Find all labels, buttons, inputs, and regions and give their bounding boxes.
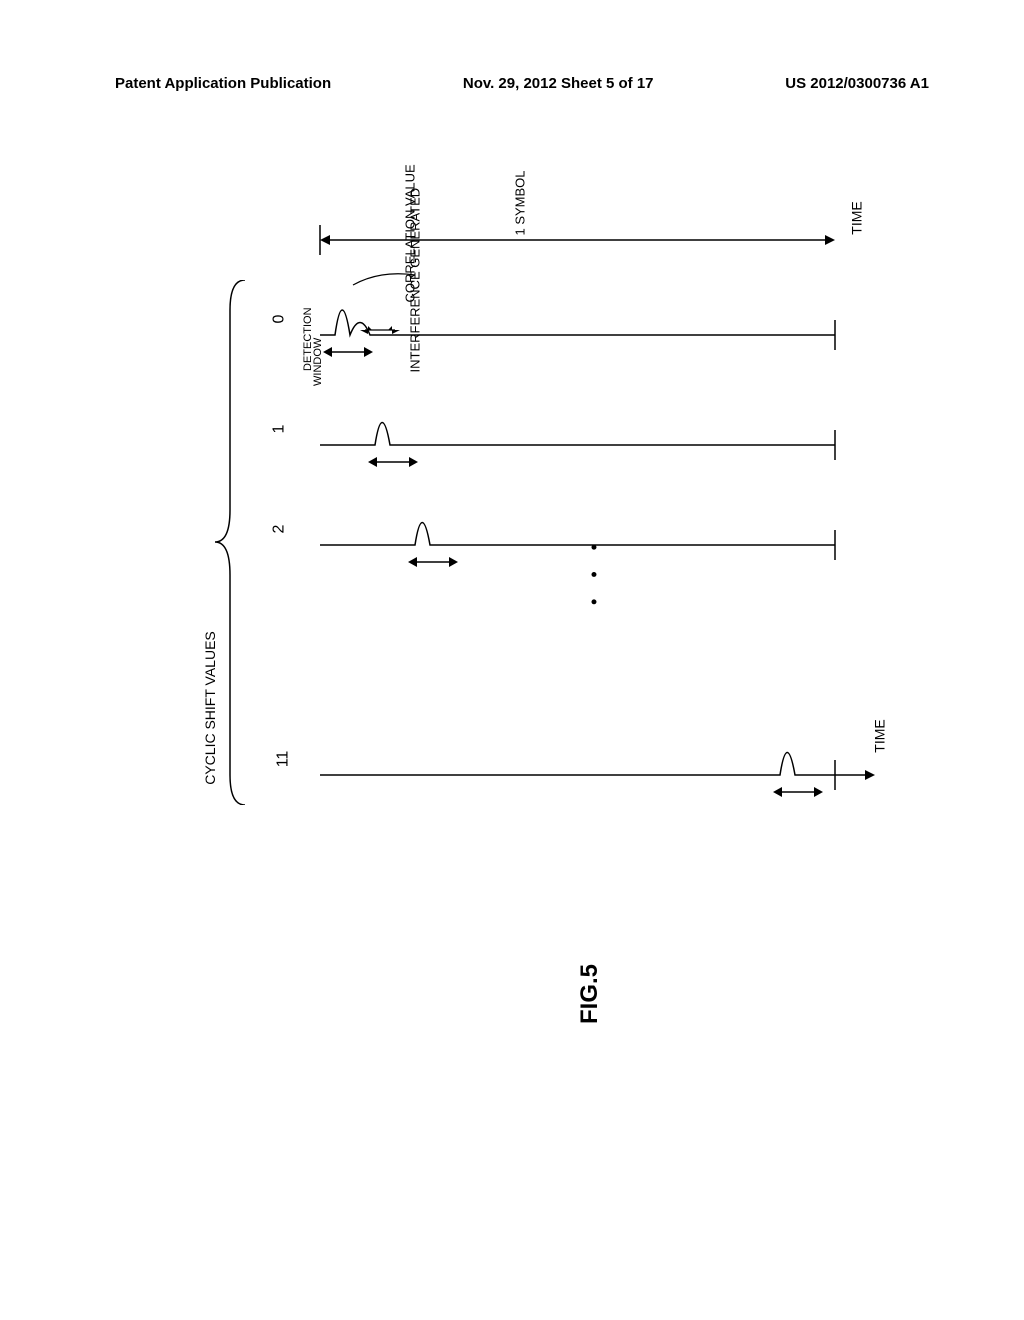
symbol-label: 1 SYMBOL xyxy=(513,170,528,235)
correlation-pointer xyxy=(345,265,445,305)
figure-diagram: CYCLIC SHIFT VALUES 1 SYMBOL 0 CORRELATI… xyxy=(140,180,860,1080)
brace-icon xyxy=(215,280,255,805)
detection-arrows-11 xyxy=(770,780,830,805)
row-label-11: 11 xyxy=(274,751,292,768)
symbol-span-arrow xyxy=(315,220,840,260)
time-label: TIME xyxy=(849,201,865,234)
row-label-1: 1 xyxy=(270,425,288,434)
row-label-0: 0 xyxy=(270,315,288,324)
detection-arrows-2 xyxy=(405,550,465,575)
row-label-2: 2 xyxy=(270,525,288,534)
figure-label: FIG.5 xyxy=(576,964,604,1024)
time-label-bottom: TIME xyxy=(872,719,888,752)
ellipsis-dots: • • • xyxy=(584,536,605,605)
signal-row-2 xyxy=(320,485,840,565)
header-left: Patent Application Publication xyxy=(115,75,331,92)
detection-arrows-1 xyxy=(365,450,425,475)
window-label: WINDOW xyxy=(312,338,324,386)
header-center: Nov. 29, 2012 Sheet 5 of 17 xyxy=(463,75,654,92)
interference-label: INTERFERENCE GENERATED xyxy=(408,188,423,373)
header-right: US 2012/0300736 A1 xyxy=(785,75,929,92)
